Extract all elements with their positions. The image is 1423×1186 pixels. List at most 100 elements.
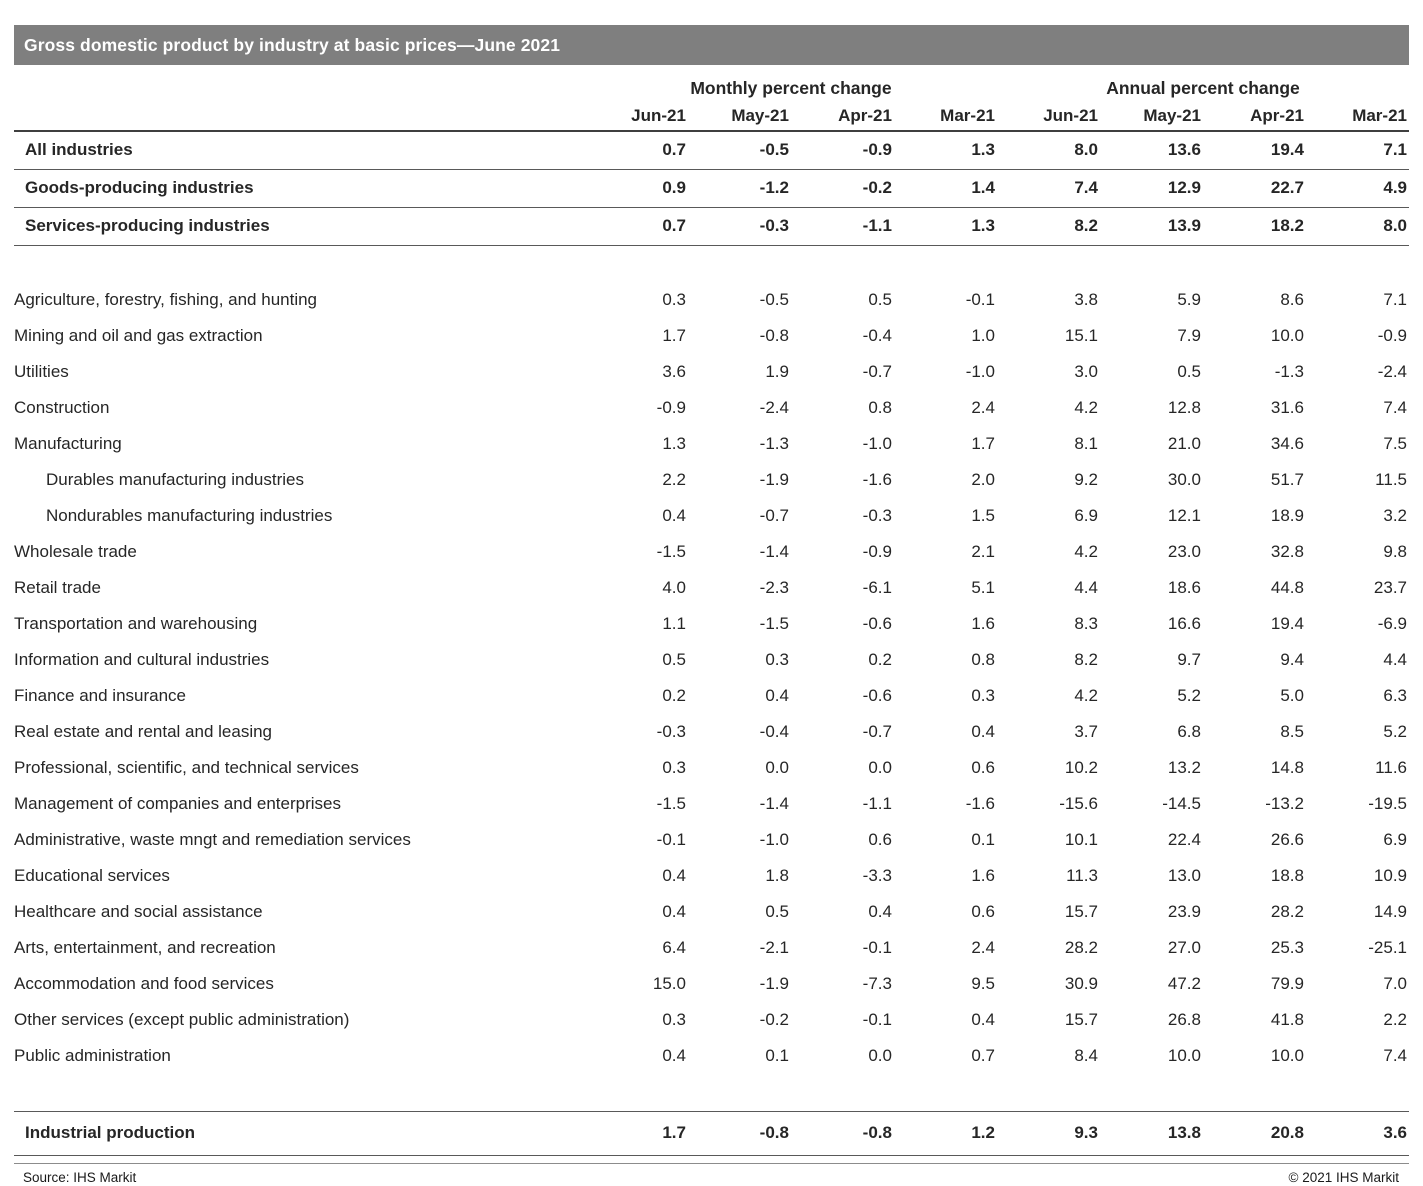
cell-value: -1.6 <box>965 794 995 813</box>
table-row: Real estate and rental and leasing -0.3 -0… <box>14 714 1409 750</box>
cell-value: 8.6 <box>1280 290 1304 309</box>
cell-value: -2.4 <box>759 398 789 417</box>
cell-value: 1.1 <box>662 614 686 633</box>
cell-value: -2.3 <box>759 578 789 597</box>
cell-value: 32.8 <box>1270 542 1304 561</box>
column-header: Apr-21 <box>790 101 894 132</box>
table-row: Information and cultural industries 0.5 0.… <box>14 642 1409 678</box>
cell-value: -1.9 <box>759 470 789 489</box>
cell-value: 23.9 <box>1167 902 1201 921</box>
cell-value: 2.2 <box>1383 1010 1407 1029</box>
cell-value: 23.7 <box>1373 578 1407 597</box>
cell-value: 6.3 <box>1383 686 1407 705</box>
cell-value: 19.4 <box>1270 614 1304 633</box>
cell-value: 0.5 <box>662 650 686 669</box>
corner-cell <box>14 101 585 132</box>
cell-value: 7.5 <box>1383 434 1407 453</box>
cell-value: 5.1 <box>971 578 995 597</box>
cell-value: 0.6 <box>971 902 995 921</box>
row-label: Real estate and rental and leasing <box>14 722 273 741</box>
cell-value: -0.5 <box>759 290 789 309</box>
cell-value: 0.3 <box>662 290 686 309</box>
row-label: Utilities <box>14 362 69 381</box>
cell-value: -1.5 <box>759 614 789 633</box>
cell-value: 1.7 <box>584 1110 688 1156</box>
source-note: Source: IHS Markit <box>23 1169 137 1185</box>
table-row: Transportation and warehousing 1.1 -1.5 -0.… <box>14 606 1409 642</box>
cell-value: -2.1 <box>759 938 789 957</box>
cell-value: 2.4 <box>971 938 995 957</box>
cell-value: 11.6 <box>1375 758 1407 777</box>
cell-value: 1.4 <box>893 169 997 208</box>
cell-value: 0.9 <box>584 169 688 208</box>
row-label: Manufacturing <box>14 434 122 453</box>
cell-value: 12.9 <box>1099 169 1203 208</box>
cell-value: 0.4 <box>868 902 892 921</box>
cell-value: -1.4 <box>759 542 789 561</box>
cell-value: 4.4 <box>1383 650 1407 669</box>
cell-value: -6.9 <box>1377 614 1407 633</box>
cell-value: 0.6 <box>868 830 892 849</box>
cell-value: 8.5 <box>1280 722 1304 741</box>
table-row: Arts, entertainment, and recreation 6.4 -2… <box>14 930 1409 966</box>
cell-value: -1.0 <box>759 830 789 849</box>
table-row: Professional, scientific, and technical … <box>14 750 1409 786</box>
table-row: Wholesale trade -1.5 -1.4 -0.9 2.1 4.2 23.0 32.… <box>14 534 1409 570</box>
cell-value: -0.8 <box>759 326 789 345</box>
cell-value: -0.4 <box>862 326 892 345</box>
cell-value: 10.1 <box>1064 830 1098 849</box>
cell-value: 7.1 <box>1305 131 1409 170</box>
cell-value: 28.2 <box>1270 902 1304 921</box>
cell-value: -0.8 <box>790 1110 894 1156</box>
cell-value: 0.4 <box>971 722 995 741</box>
table-row: Construction -0.9 -2.4 0.8 2.4 4.2 12.8 31.6 7.4 <box>14 390 1409 426</box>
cell-value: 8.3 <box>1074 614 1098 633</box>
table-row: Other services (except public administra… <box>14 1002 1409 1038</box>
cell-value: -0.1 <box>656 830 686 849</box>
cell-value: 79.9 <box>1270 974 1304 993</box>
copyright-note: © 2021 IHS Markit <box>1288 1169 1400 1185</box>
cell-value: 1.6 <box>971 866 995 885</box>
cell-value: 10.0 <box>1270 1046 1304 1065</box>
cell-value: 8.2 <box>996 207 1100 246</box>
spacer-cell <box>14 245 1409 282</box>
cell-value: 18.8 <box>1270 866 1304 885</box>
cell-value: -15.6 <box>1059 794 1098 813</box>
cell-value: 3.6 <box>662 362 686 381</box>
cell-value: 0.0 <box>868 1046 892 1065</box>
row-label: Industrial production <box>14 1110 585 1156</box>
cell-value: 21.0 <box>1167 434 1201 453</box>
cell-value: 4.0 <box>662 578 686 597</box>
row-label: Mining and oil and gas extraction <box>14 326 263 345</box>
cell-value: 27.0 <box>1167 938 1201 957</box>
cell-value: 7.4 <box>996 169 1100 208</box>
row-label: Other services (except public administra… <box>14 1010 350 1029</box>
cell-value: -0.7 <box>759 506 789 525</box>
cell-value: 13.6 <box>1099 131 1203 170</box>
gdp-table: Monthly percent change Annual percent ch… <box>14 73 1409 1156</box>
row-label: Accommodation and food services <box>14 974 274 993</box>
cell-value: 1.7 <box>662 326 686 345</box>
cell-value: 0.8 <box>868 398 892 417</box>
cell-value: -13.2 <box>1265 794 1304 813</box>
row-label: Professional, scientific, and technical … <box>14 758 359 777</box>
cell-value: 4.9 <box>1305 169 1409 208</box>
table-row: Nondurables manufacturing industries 0.4 -… <box>14 498 1409 534</box>
cell-value: 3.2 <box>1383 506 1407 525</box>
corner-cell <box>14 73 585 101</box>
table-row: Utilities 3.6 1.9 -0.7 -1.0 3.0 0.5 -1.3 -2.4 <box>14 354 1409 390</box>
table-row: Accommodation and food services 15.0 -1.9 -… <box>14 966 1409 1002</box>
cell-value: 13.0 <box>1167 866 1201 885</box>
cell-value: 47.2 <box>1167 974 1201 993</box>
cell-value: 4.2 <box>1074 542 1098 561</box>
cell-value: 34.6 <box>1270 434 1304 453</box>
table-row: Goods-producing industries 0.9 -1.2 -0.2 1.4… <box>14 169 1409 208</box>
cell-value: 7.4 <box>1383 398 1407 417</box>
cell-value: -1.3 <box>759 434 789 453</box>
cell-value: -1.0 <box>862 434 892 453</box>
cell-value: 16.6 <box>1167 614 1201 633</box>
spacer-cell <box>14 1074 1409 1111</box>
cell-value: 0.4 <box>662 506 686 525</box>
spacer-row <box>14 245 1409 282</box>
